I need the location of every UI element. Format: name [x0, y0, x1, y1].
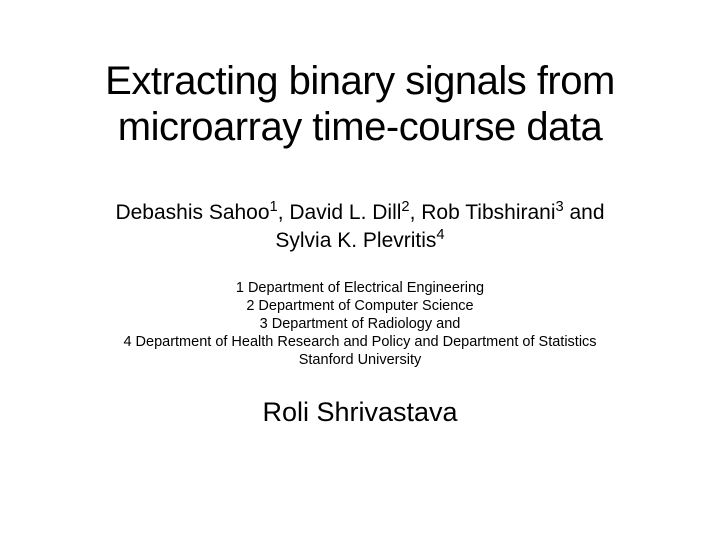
slide-title: Extracting binary signals from microarra… [105, 58, 615, 150]
presenter-name: Roli Shrivastava [262, 397, 457, 428]
authors-block: Debashis Sahoo1, David L. Dill2, Rob Tib… [115, 198, 604, 255]
affiliation-4: 4 Department of Health Research and Poli… [123, 334, 596, 350]
affiliation-3: 3 Department of Radiology and [260, 316, 461, 332]
affiliations-block: 1 Department of Electrical Engineering 2… [123, 279, 596, 370]
affiliation-5: Stanford University [299, 352, 422, 368]
affiliation-2: 2 Department of Computer Science [246, 298, 473, 314]
authors-line-1: Debashis Sahoo1, David L. Dill2, Rob Tib… [115, 201, 604, 224]
authors-line-2: Sylvia K. Plevritis4 [275, 229, 444, 252]
affiliation-1: 1 Department of Electrical Engineering [236, 280, 484, 296]
title-line-2: microarray time-course data [118, 105, 602, 149]
title-line-1: Extracting binary signals from [105, 59, 615, 103]
